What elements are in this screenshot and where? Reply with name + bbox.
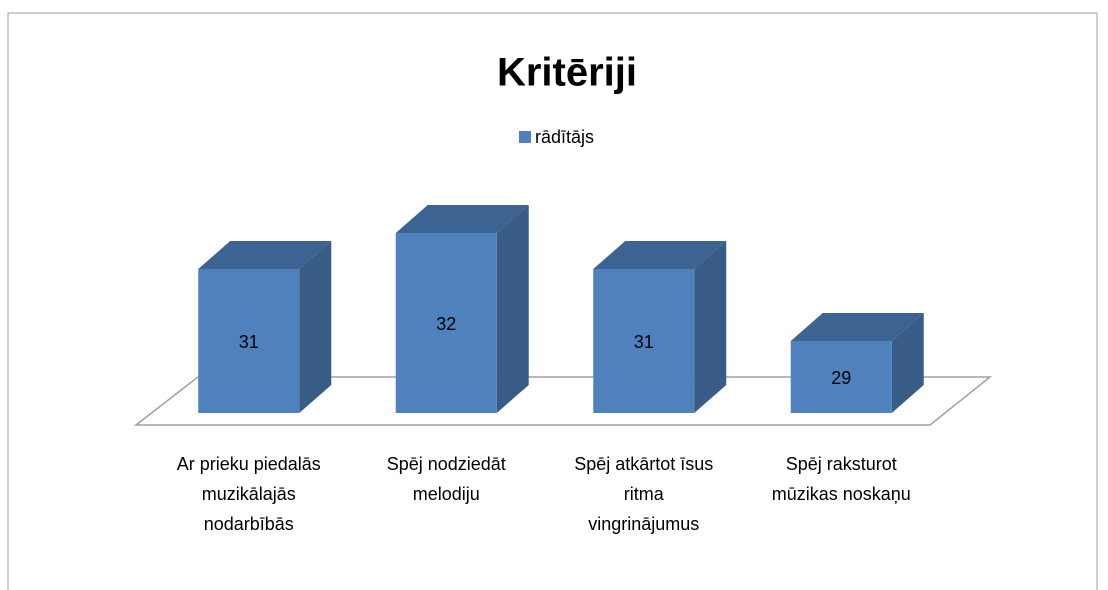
bar <box>198 269 300 413</box>
bar <box>593 269 695 413</box>
bar <box>790 341 892 413</box>
x-tick-label: Spēj raksturot mūzikas noskaņu <box>771 454 911 504</box>
x-tick-label: Spēj nodziedāt melodiju <box>386 454 506 504</box>
x-tick-label: Ar prieku piedalās muzikālajās nodarbībā… <box>176 454 321 534</box>
data-label: 31 <box>239 332 259 352</box>
bar-side <box>496 205 529 413</box>
bar-side <box>891 313 924 413</box>
bar-top <box>790 313 924 341</box>
bar-top <box>198 241 332 269</box>
bar-top <box>395 205 529 233</box>
data-label: 31 <box>634 332 654 352</box>
chart-frame <box>7 12 1098 590</box>
floor <box>133 376 993 426</box>
x-tick-label: Spēj atkārtot īsus ritma vingrinājumus <box>574 454 714 534</box>
chart-title: Kritēriji <box>497 51 637 95</box>
data-label: 29 <box>831 368 851 388</box>
data-label: 32 <box>436 314 456 334</box>
bar-side <box>299 241 332 413</box>
legend-label: rādītājs <box>535 127 594 147</box>
bar <box>395 233 497 413</box>
bar-side <box>694 241 727 413</box>
legend-swatch <box>519 131 531 143</box>
bar-top <box>593 241 727 269</box>
